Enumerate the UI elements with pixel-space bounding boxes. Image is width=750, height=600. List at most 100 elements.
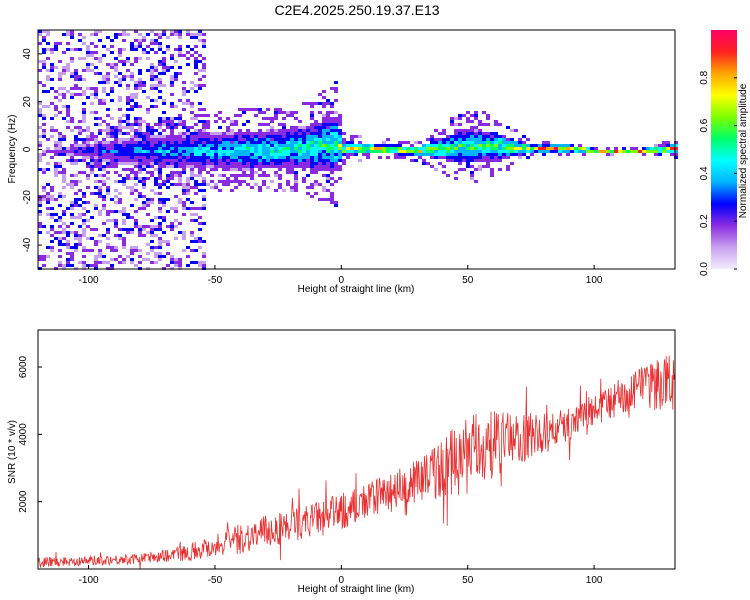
spectrogram-cell (342, 147, 346, 150)
spectrogram-cell (118, 144, 122, 147)
spectrogram-cell (106, 147, 110, 150)
spectrogram-cell (482, 141, 486, 144)
spectrogram-cell (326, 99, 330, 102)
spectrogram-cell (330, 135, 334, 138)
spectrogram-cell (186, 33, 190, 36)
spectrogram-cell (278, 138, 282, 141)
spectrogram-cell (250, 147, 254, 150)
spectrogram-cell (122, 159, 126, 162)
spectrogram-cell (306, 159, 310, 162)
spectrogram-cell (526, 138, 530, 141)
spectrogram-cell (294, 159, 298, 162)
spectrogram-cell (474, 135, 478, 138)
spectrogram-cell (214, 162, 218, 165)
spectrogram-cell (122, 147, 126, 150)
spectrogram-cell (290, 126, 294, 129)
spectrogram-cell (118, 81, 122, 84)
spectrogram-cell (166, 138, 170, 141)
spectrogram-cell (202, 45, 206, 48)
spectrogram-cell (322, 132, 326, 135)
spectrogram-cell (70, 129, 74, 132)
spectrogram-cell (106, 48, 110, 51)
spectrogram-cell (166, 162, 170, 165)
spectrogram-cell (102, 261, 106, 264)
spectrogram-cell (210, 153, 214, 156)
spectrogram-cell (226, 141, 230, 144)
spectrogram-cell (238, 138, 242, 141)
spectrogram-cell (322, 153, 326, 156)
spectrogram-cell (486, 153, 490, 156)
spectrogram-cell (46, 168, 50, 171)
spectrogram-cell (246, 156, 250, 159)
spectrogram-cell (206, 153, 210, 156)
spectrogram-cell (98, 192, 102, 195)
spectrogram-cell (450, 153, 454, 156)
spectrogram-cell (270, 147, 274, 150)
spectrogram-cell (130, 258, 134, 261)
spectrogram-cell (322, 126, 326, 129)
spectrogram-cell (430, 138, 434, 141)
spectrogram-cell (266, 162, 270, 165)
spectrogram-cell (254, 138, 258, 141)
spectrogram-cell (90, 93, 94, 96)
spectrogram-cell (58, 42, 62, 45)
spectrogram-cell (146, 165, 150, 168)
spectrogram-cell (330, 195, 334, 198)
spectrogram-cell (126, 60, 130, 63)
spectrogram-cell (338, 168, 342, 171)
spectrogram-cell (146, 204, 150, 207)
spectrogram-cell (246, 138, 250, 141)
spectrogram-cell (50, 189, 54, 192)
spectrogram-cell (38, 111, 42, 114)
spectrogram-cell (98, 117, 102, 120)
spectrogram-cell (366, 150, 370, 153)
spectrogram-cell (74, 243, 78, 246)
spectrogram-cell (542, 147, 546, 150)
spectrogram-cell (138, 132, 142, 135)
spectrogram-cell (594, 147, 598, 150)
spectrogram-cell (74, 75, 78, 78)
spectrogram-cell (134, 39, 138, 42)
spectrogram-cell (214, 186, 218, 189)
spectrogram-cell (118, 153, 122, 156)
spectrogram-cell (222, 180, 226, 183)
spectrogram-cell (198, 240, 202, 243)
spectrogram-cell (74, 153, 78, 156)
spectrogram-cell (118, 33, 122, 36)
spectrogram-cell (194, 72, 198, 75)
spectrogram-cell (158, 45, 162, 48)
spectrogram-cell (138, 135, 142, 138)
spectrogram-cell (666, 144, 670, 147)
spectrogram-cell (178, 258, 182, 261)
spectrogram-cell (358, 150, 362, 153)
spectrogram-cell (306, 132, 310, 135)
spectrogram-cell (238, 183, 242, 186)
spectrogram-cell (126, 132, 130, 135)
spectrogram-x-tick-label: 100 (586, 275, 603, 286)
spectrogram-cell (150, 84, 154, 87)
spectrogram-cell (142, 234, 146, 237)
spectrogram-cell (334, 138, 338, 141)
spectrogram-cell (106, 123, 110, 126)
spectrogram-cell (198, 162, 202, 165)
spectrogram-cell (50, 246, 54, 249)
spectrogram-cell (198, 138, 202, 141)
spectrogram-cell (138, 126, 142, 129)
spectrogram-cell (158, 96, 162, 99)
spectrogram-cell (250, 156, 254, 159)
spectrogram-cell (450, 135, 454, 138)
spectrogram-cell (150, 165, 154, 168)
spectrogram-cell (266, 108, 270, 111)
spectrogram-cell (346, 147, 350, 150)
spectrogram-cell (202, 165, 206, 168)
spectrogram-cell (114, 222, 118, 225)
spectrogram-cell (202, 195, 206, 198)
spectrogram-cell (182, 135, 186, 138)
spectrogram-cell (154, 192, 158, 195)
spectrogram-cell (134, 141, 138, 144)
spectrogram-cell (162, 66, 166, 69)
spectrogram-cell (234, 132, 238, 135)
spectrogram-cell (326, 138, 330, 141)
spectrogram-cell (438, 162, 442, 165)
spectrogram-cell (74, 144, 78, 147)
